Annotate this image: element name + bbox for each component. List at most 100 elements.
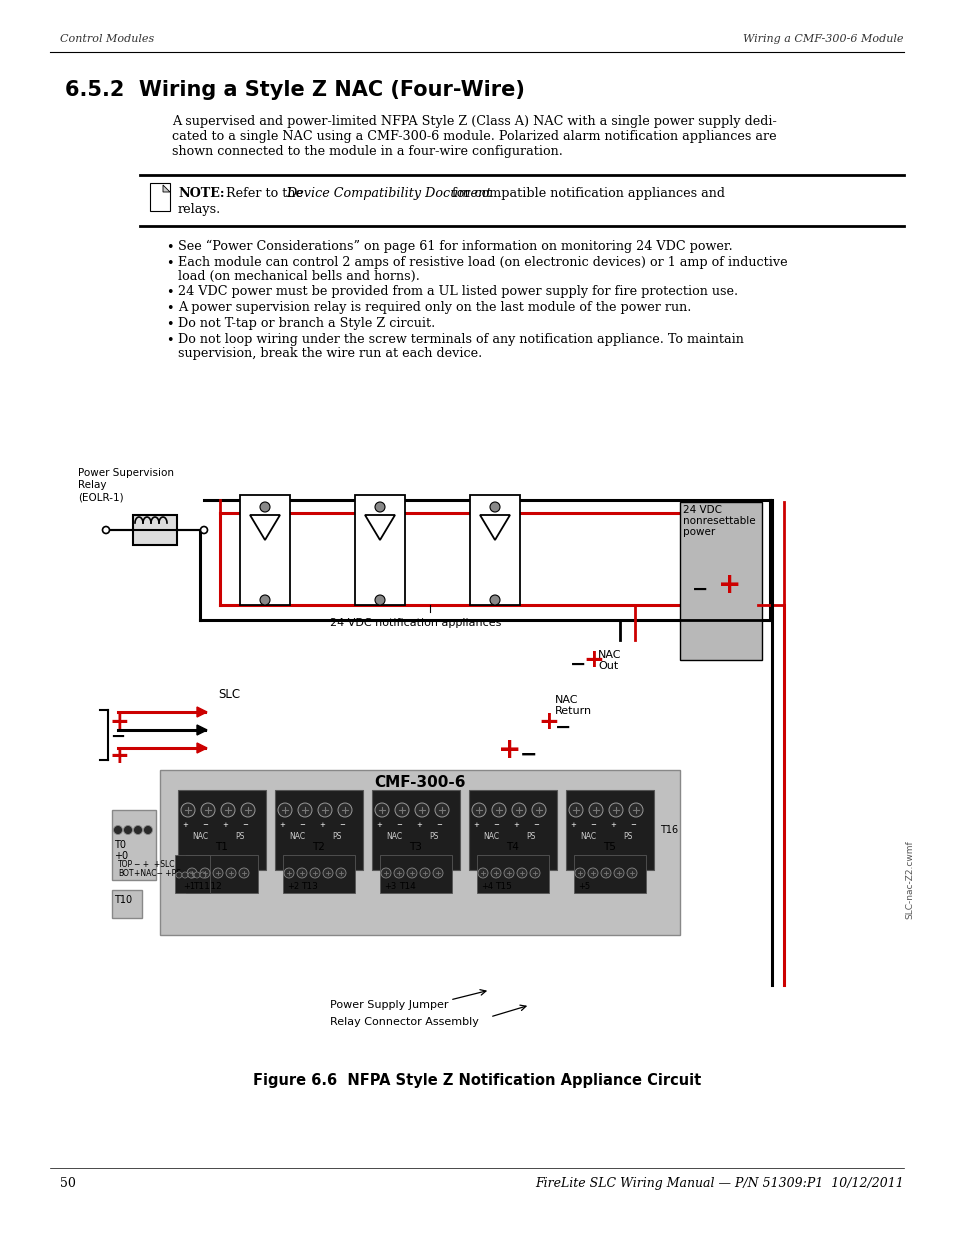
Circle shape	[200, 526, 208, 534]
Circle shape	[419, 868, 430, 878]
Text: NAC: NAC	[555, 695, 578, 705]
Text: Power Supply Jumper: Power Supply Jumper	[330, 1000, 448, 1010]
Circle shape	[530, 868, 539, 878]
Text: −: −	[629, 823, 636, 827]
Polygon shape	[196, 743, 207, 753]
FancyBboxPatch shape	[679, 501, 761, 659]
Text: +: +	[375, 823, 381, 827]
Polygon shape	[365, 515, 395, 540]
Text: +: +	[416, 823, 421, 827]
Circle shape	[113, 825, 122, 835]
Text: −: −	[555, 718, 571, 737]
Circle shape	[532, 803, 545, 818]
Text: T2: T2	[313, 842, 325, 852]
Text: −: −	[519, 745, 537, 764]
Text: +: +	[513, 823, 518, 827]
Text: +: +	[582, 648, 603, 672]
Circle shape	[181, 803, 194, 818]
Text: shown connected to the module in a four-wire configuration.: shown connected to the module in a four-…	[172, 144, 562, 158]
Text: 24 VDC power must be provided from a UL listed power supply for fire protection : 24 VDC power must be provided from a UL …	[178, 285, 738, 298]
Circle shape	[492, 803, 505, 818]
Circle shape	[337, 803, 352, 818]
Text: BOT: BOT	[118, 869, 133, 878]
Text: 6.5.2  Wiring a Style Z NAC (Four-Wire): 6.5.2 Wiring a Style Z NAC (Four-Wire)	[65, 80, 524, 100]
Text: •: •	[166, 241, 173, 254]
Circle shape	[310, 868, 319, 878]
FancyBboxPatch shape	[470, 495, 519, 605]
Text: T12: T12	[204, 882, 221, 890]
Text: −: −	[110, 727, 125, 746]
Text: Device Compatibility Document: Device Compatibility Document	[286, 186, 491, 200]
Circle shape	[472, 803, 485, 818]
Circle shape	[213, 868, 223, 878]
Text: •: •	[166, 303, 173, 315]
Text: FireLite SLC Wiring Manual — P/N 51309:P1  10/12/2011: FireLite SLC Wiring Manual — P/N 51309:P…	[535, 1177, 903, 1191]
Text: +3: +3	[384, 882, 395, 890]
Polygon shape	[163, 185, 170, 191]
Circle shape	[587, 868, 598, 878]
Circle shape	[614, 868, 623, 878]
Text: SLC: SLC	[218, 688, 240, 701]
Text: +1: +1	[183, 882, 195, 890]
Circle shape	[626, 868, 637, 878]
Text: •: •	[166, 317, 173, 331]
Text: for compatible notification appliances and: for compatible notification appliances a…	[448, 186, 724, 200]
Text: Relay: Relay	[78, 480, 107, 490]
Text: SLC-nac-Z2.cwmf: SLC-nac-Z2.cwmf	[904, 841, 914, 919]
Circle shape	[221, 803, 234, 818]
Text: NAC: NAC	[482, 832, 498, 841]
Circle shape	[102, 526, 110, 534]
Text: −: −	[242, 823, 248, 827]
Text: T15: T15	[495, 882, 512, 890]
Text: T3: T3	[409, 842, 422, 852]
Text: PS: PS	[622, 832, 632, 841]
Text: •: •	[166, 333, 173, 347]
Text: Control Modules: Control Modules	[60, 35, 154, 44]
FancyBboxPatch shape	[372, 790, 459, 869]
FancyBboxPatch shape	[132, 515, 177, 545]
FancyBboxPatch shape	[178, 790, 266, 869]
Circle shape	[193, 872, 200, 878]
FancyBboxPatch shape	[160, 769, 679, 935]
Text: +: +	[279, 823, 285, 827]
Text: −: −	[590, 823, 596, 827]
Text: +: +	[182, 823, 188, 827]
Text: PS: PS	[332, 832, 341, 841]
Text: −: −	[298, 823, 305, 827]
Text: PS: PS	[429, 832, 438, 841]
Circle shape	[133, 825, 142, 835]
Circle shape	[201, 803, 214, 818]
Polygon shape	[196, 706, 207, 718]
Circle shape	[433, 868, 442, 878]
Circle shape	[200, 868, 210, 878]
Circle shape	[239, 868, 249, 878]
Text: −: −	[436, 823, 441, 827]
Text: Refer to the: Refer to the	[218, 186, 307, 200]
Circle shape	[503, 868, 514, 878]
FancyBboxPatch shape	[565, 790, 654, 869]
Text: NAC: NAC	[289, 832, 305, 841]
Text: 24 VDC: 24 VDC	[682, 505, 721, 515]
Text: −: −	[338, 823, 345, 827]
Text: Wiring a CMF-300-6 Module: Wiring a CMF-300-6 Module	[742, 35, 903, 44]
Text: (EOLR-1): (EOLR-1)	[78, 492, 124, 501]
FancyBboxPatch shape	[379, 855, 452, 893]
Text: power: power	[682, 527, 715, 537]
Circle shape	[260, 501, 270, 513]
Circle shape	[335, 868, 346, 878]
Text: +4: +4	[480, 882, 493, 890]
Circle shape	[182, 872, 188, 878]
Text: TOP: TOP	[118, 860, 133, 869]
Text: NAC: NAC	[598, 650, 620, 659]
FancyBboxPatch shape	[186, 855, 257, 893]
Circle shape	[490, 501, 499, 513]
Text: 24 VDC notification appliances: 24 VDC notification appliances	[330, 618, 501, 629]
Circle shape	[277, 803, 292, 818]
Circle shape	[608, 803, 622, 818]
FancyBboxPatch shape	[469, 790, 557, 869]
Text: +0: +0	[113, 851, 128, 861]
Circle shape	[395, 803, 409, 818]
Polygon shape	[479, 515, 510, 540]
Text: −: −	[533, 823, 538, 827]
Circle shape	[380, 868, 391, 878]
